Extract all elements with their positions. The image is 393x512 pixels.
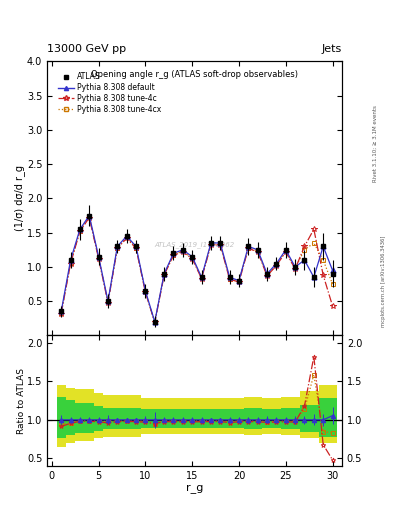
Text: Opening angle r_g (ATLAS soft-drop observables): Opening angle r_g (ATLAS soft-drop obser… <box>91 70 298 79</box>
Y-axis label: Ratio to ATLAS: Ratio to ATLAS <box>17 368 26 434</box>
Text: Rivet 3.1.10; ≥ 3.1M events: Rivet 3.1.10; ≥ 3.1M events <box>373 105 378 182</box>
X-axis label: r_g: r_g <box>186 483 203 494</box>
Text: 13000 GeV pp: 13000 GeV pp <box>47 44 126 54</box>
Y-axis label: (1/σ) dσ/d r_g: (1/σ) dσ/d r_g <box>15 165 26 231</box>
Text: ATLAS_2019_I1772062: ATLAS_2019_I1772062 <box>154 242 235 248</box>
Text: Jets: Jets <box>321 44 342 54</box>
Text: mcplots.cern.ch [arXiv:1306.3436]: mcplots.cern.ch [arXiv:1306.3436] <box>381 236 386 327</box>
Legend: ATLAS, Pythia 8.308 default, Pythia 8.308 tune-4c, Pythia 8.308 tune-4cx: ATLAS, Pythia 8.308 default, Pythia 8.30… <box>57 71 163 116</box>
